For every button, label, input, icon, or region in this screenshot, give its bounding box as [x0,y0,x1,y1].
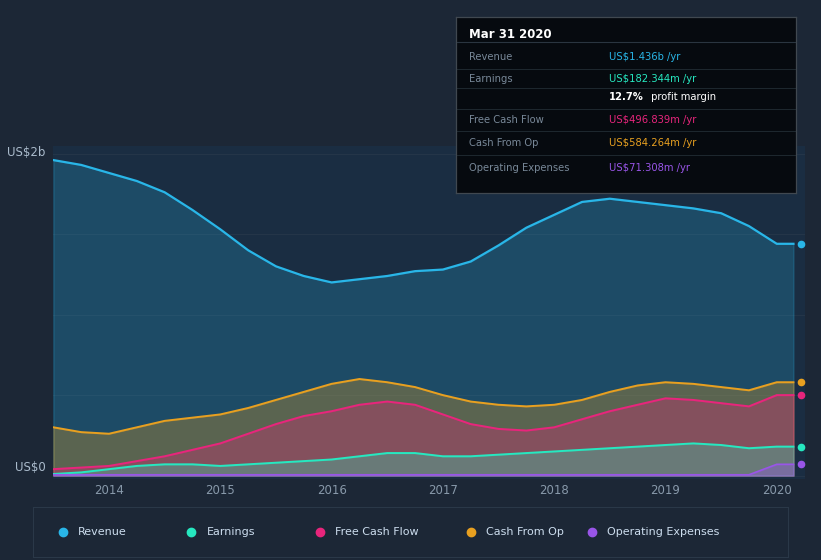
Text: US$1.436b /yr: US$1.436b /yr [609,53,681,62]
Text: US$0: US$0 [15,461,46,474]
Text: 12.7%: 12.7% [609,92,644,102]
Text: US$584.264m /yr: US$584.264m /yr [609,138,696,148]
Text: Earnings: Earnings [470,74,513,85]
Text: US$496.839m /yr: US$496.839m /yr [609,115,696,125]
Text: Free Cash Flow: Free Cash Flow [335,527,419,537]
Text: Earnings: Earnings [207,527,255,537]
Text: Mar 31 2020: Mar 31 2020 [470,28,552,41]
Text: Cash From Op: Cash From Op [470,138,539,148]
Text: Cash From Op: Cash From Op [486,527,564,537]
Text: profit margin: profit margin [648,92,716,102]
Text: Revenue: Revenue [470,53,512,62]
Text: Revenue: Revenue [78,527,127,537]
Text: Operating Expenses: Operating Expenses [607,527,719,537]
Text: Free Cash Flow: Free Cash Flow [470,115,544,125]
Text: US$2b: US$2b [7,146,46,158]
Text: US$71.308m /yr: US$71.308m /yr [609,162,690,172]
Text: US$182.344m /yr: US$182.344m /yr [609,74,696,85]
Text: Operating Expenses: Operating Expenses [470,162,570,172]
